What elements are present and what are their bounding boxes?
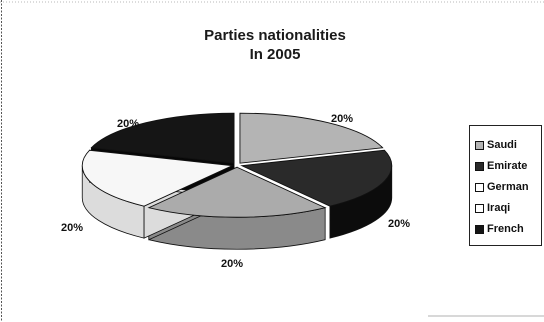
legend-label-saudi: Saudi [487,139,517,151]
pie-slice-emirate [240,149,393,207]
pie-top-faces [81,112,393,218]
chart-title-line-1: Parties nationalities [204,27,346,44]
pie-slice-french [90,112,235,164]
data-label-german: 20% [221,258,244,270]
data-label-iraqi: 20% [61,222,84,234]
data-label-french: 20% [117,118,140,130]
legend-swatch-french [475,225,484,234]
pie-slice-saudi [239,112,384,164]
legend-label-emirate: Emirate [487,160,528,172]
pie-slice-german [147,166,327,218]
pie-slice-iraqi [81,149,234,207]
legend-swatch-german [475,183,484,192]
legend-label-french: French [487,223,524,235]
legend-label-german: German [487,181,529,193]
legend: Saudi Emirate German Iraqi French [469,125,542,246]
legend-swatch-saudi [475,141,484,150]
chart-title-line-2: In 2005 [249,46,301,63]
pie-chart [81,112,393,250]
data-label-saudi: 20% [331,113,354,125]
legend-swatch-emirate [475,162,484,171]
legend-label-iraqi: Iraqi [487,202,511,214]
legend-swatch-iraqi [475,204,484,213]
data-label-emirate: 20% [388,218,411,230]
